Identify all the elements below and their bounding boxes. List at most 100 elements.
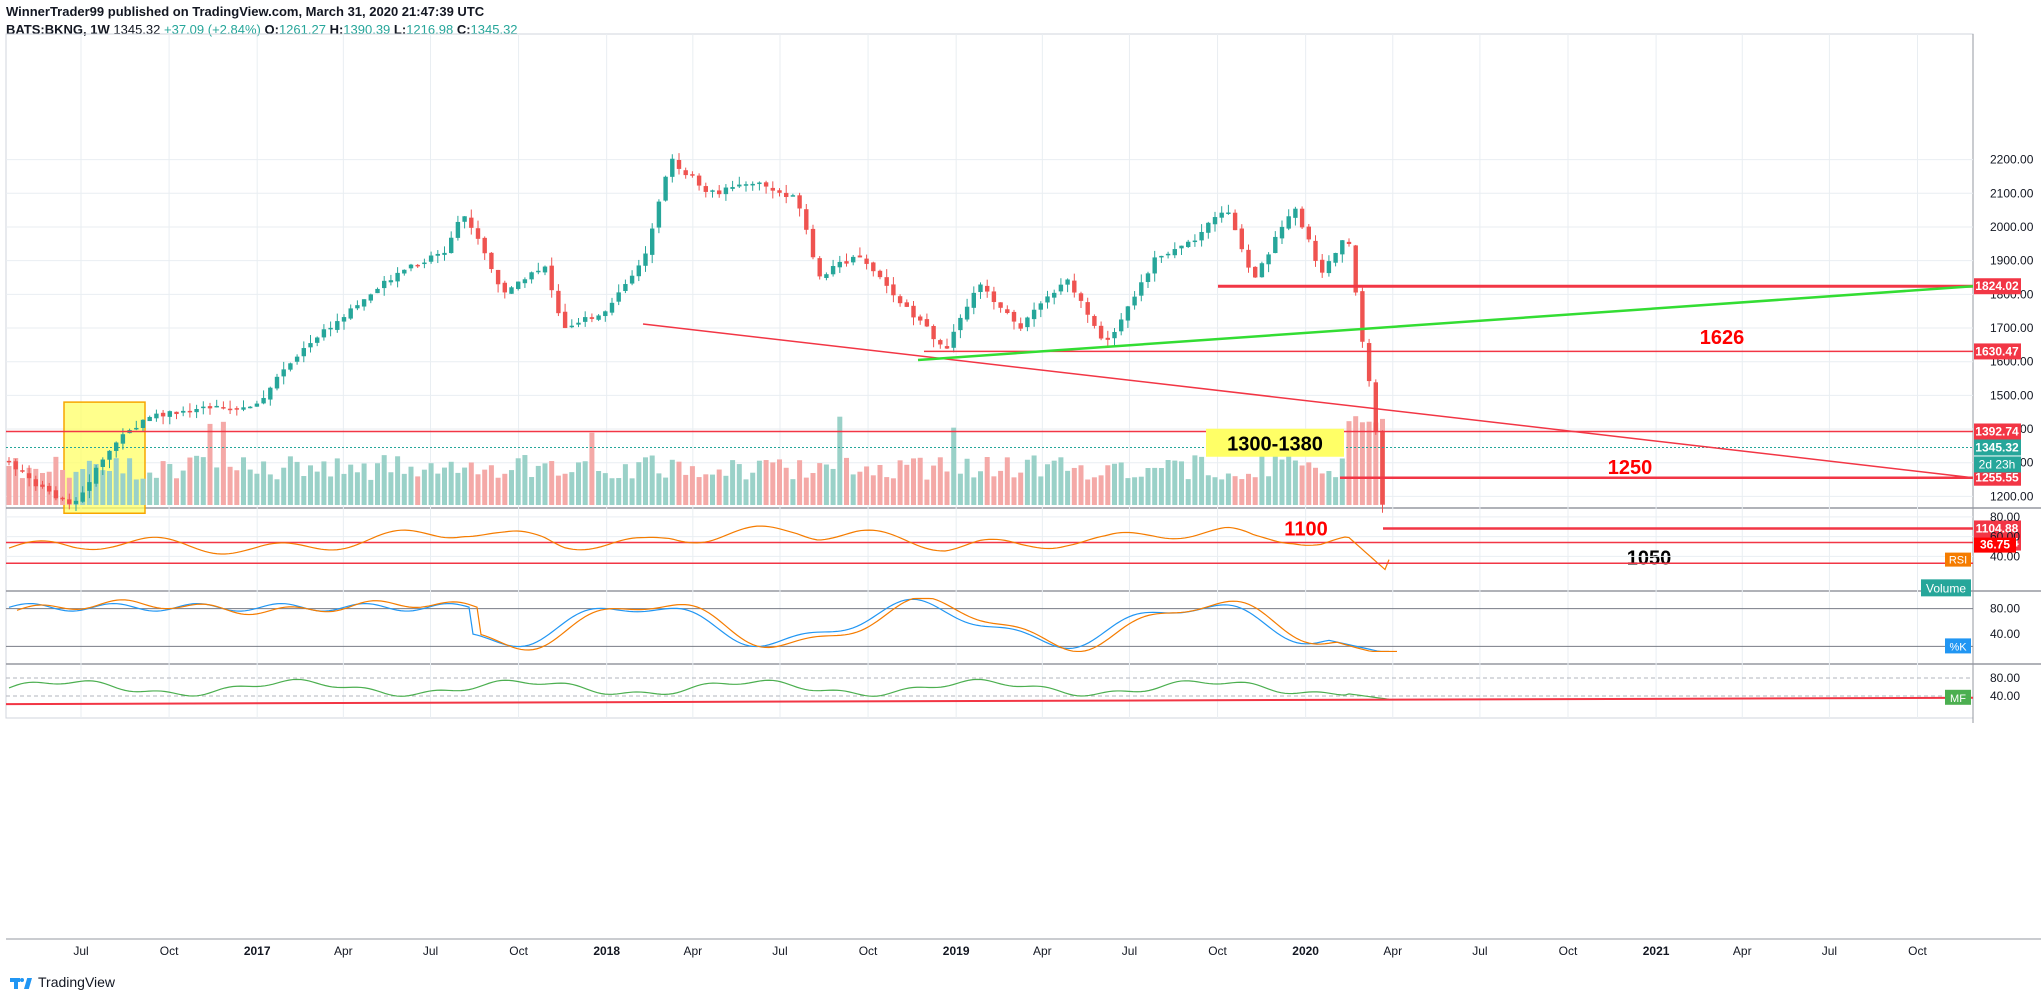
candle-body	[455, 221, 461, 238]
candle-body	[114, 442, 119, 451]
descending-trendline	[642, 323, 1974, 479]
candle-body	[777, 190, 782, 193]
candle-body	[556, 290, 561, 314]
time-tick-label: 2018	[593, 944, 620, 958]
volume-bar	[1272, 455, 1278, 505]
candle-body	[1145, 273, 1151, 283]
time-tick-label: Oct	[1559, 944, 1578, 958]
volume-bar	[1333, 477, 1339, 505]
volume-bar	[153, 477, 159, 505]
candle-body	[656, 201, 662, 228]
volume-bar	[1279, 459, 1285, 505]
volume-bar	[254, 473, 260, 505]
volume-bar	[1313, 467, 1318, 505]
candle-body	[1011, 311, 1017, 322]
symbol-label[interactable]: BATS:BKNG, 1W	[6, 22, 110, 37]
volume-bar	[113, 458, 119, 505]
volume-bar	[555, 475, 561, 505]
candle-body	[1085, 302, 1090, 315]
rsi-label-bg	[1945, 552, 1971, 567]
candle-body	[911, 305, 916, 318]
candle-body	[1159, 255, 1164, 258]
candle-body	[710, 190, 715, 192]
candle-body	[589, 317, 595, 319]
candle-body	[214, 405, 219, 408]
volume-bar	[656, 473, 662, 505]
volume-bar	[495, 477, 501, 505]
volume-bar	[703, 474, 709, 505]
candle-body	[703, 186, 708, 192]
volume-bar	[301, 476, 307, 505]
low-value: 1216.98	[406, 22, 454, 37]
candle-body	[1132, 296, 1137, 306]
price-axis-label: 1824.02	[1975, 279, 2019, 293]
volume-bar	[830, 468, 836, 505]
mf-trendline	[5, 696, 1974, 706]
volume-bar	[810, 473, 816, 505]
candle-body	[348, 308, 353, 319]
volume-bar	[160, 461, 166, 505]
candle-body	[26, 473, 32, 479]
volume-bar	[328, 476, 334, 505]
annotation-1100: 1100	[1284, 518, 1327, 540]
volume-bar	[535, 465, 541, 505]
price-axis-label: 1392.74	[1975, 425, 2019, 439]
candle-body	[797, 195, 802, 209]
volume-bar	[917, 457, 923, 505]
candle-body	[1179, 245, 1184, 249]
time-tick-label: Oct	[509, 944, 528, 958]
candle-body	[643, 253, 648, 266]
candle-body	[13, 461, 18, 470]
price-axis-label: 1255.55	[1975, 471, 2019, 485]
candle-body	[723, 187, 729, 195]
volume-bar	[1185, 479, 1191, 505]
volume-bar	[736, 464, 742, 505]
volume-bar	[488, 465, 494, 505]
volume-bar	[421, 469, 427, 505]
volume-bar	[348, 464, 354, 505]
candle-body	[877, 270, 883, 278]
time-tick-label: Jul	[1822, 944, 1837, 958]
candle-body	[415, 264, 420, 267]
volume-bar	[174, 478, 179, 505]
candle-body	[1031, 309, 1037, 320]
countdown-label: 2d 23h	[1979, 457, 2016, 471]
time-tick-label: Apr	[683, 944, 702, 958]
candle-body	[603, 311, 608, 317]
price-tick-label: 1200.00	[1990, 489, 2034, 503]
candle-body	[1373, 382, 1378, 432]
volume-bar	[448, 461, 454, 505]
volume-bar	[730, 460, 736, 505]
candle-body	[1072, 280, 1077, 293]
candle-body	[985, 285, 990, 292]
volume-bar	[482, 469, 488, 505]
volume-bar	[1232, 476, 1238, 505]
candle-body	[395, 272, 400, 282]
candle-body	[33, 479, 38, 487]
volume-bar	[1199, 456, 1205, 505]
candle-body	[1366, 343, 1372, 382]
last-price: 1345.32	[113, 22, 161, 37]
volume-bar	[247, 469, 253, 505]
candle-body	[87, 482, 92, 491]
volume-bar	[1038, 476, 1044, 505]
candle-body	[100, 459, 105, 467]
tradingview-logo[interactable]: TradingView	[10, 974, 115, 990]
candle-body	[201, 406, 206, 409]
volume-bar	[837, 416, 843, 505]
price-axis-label-bg	[1974, 278, 2021, 295]
price-tick-label: 2000.00	[1990, 220, 2034, 234]
volume-bar	[40, 472, 45, 505]
ohlc-line: BATS:BKNG, 1W 1345.32 +37.09 (+2.84%) O:…	[6, 21, 518, 39]
volume-bar	[844, 457, 849, 505]
candle-body	[20, 470, 25, 472]
candle-body	[261, 397, 266, 404]
stoch-label-bg	[1945, 638, 1971, 654]
candle-body	[1326, 261, 1332, 274]
volume-bar	[234, 470, 240, 505]
candle-body	[1273, 236, 1278, 254]
candle-body	[422, 262, 427, 265]
rsi-value: 36.75	[1980, 538, 2010, 552]
volume-bar	[281, 467, 287, 505]
